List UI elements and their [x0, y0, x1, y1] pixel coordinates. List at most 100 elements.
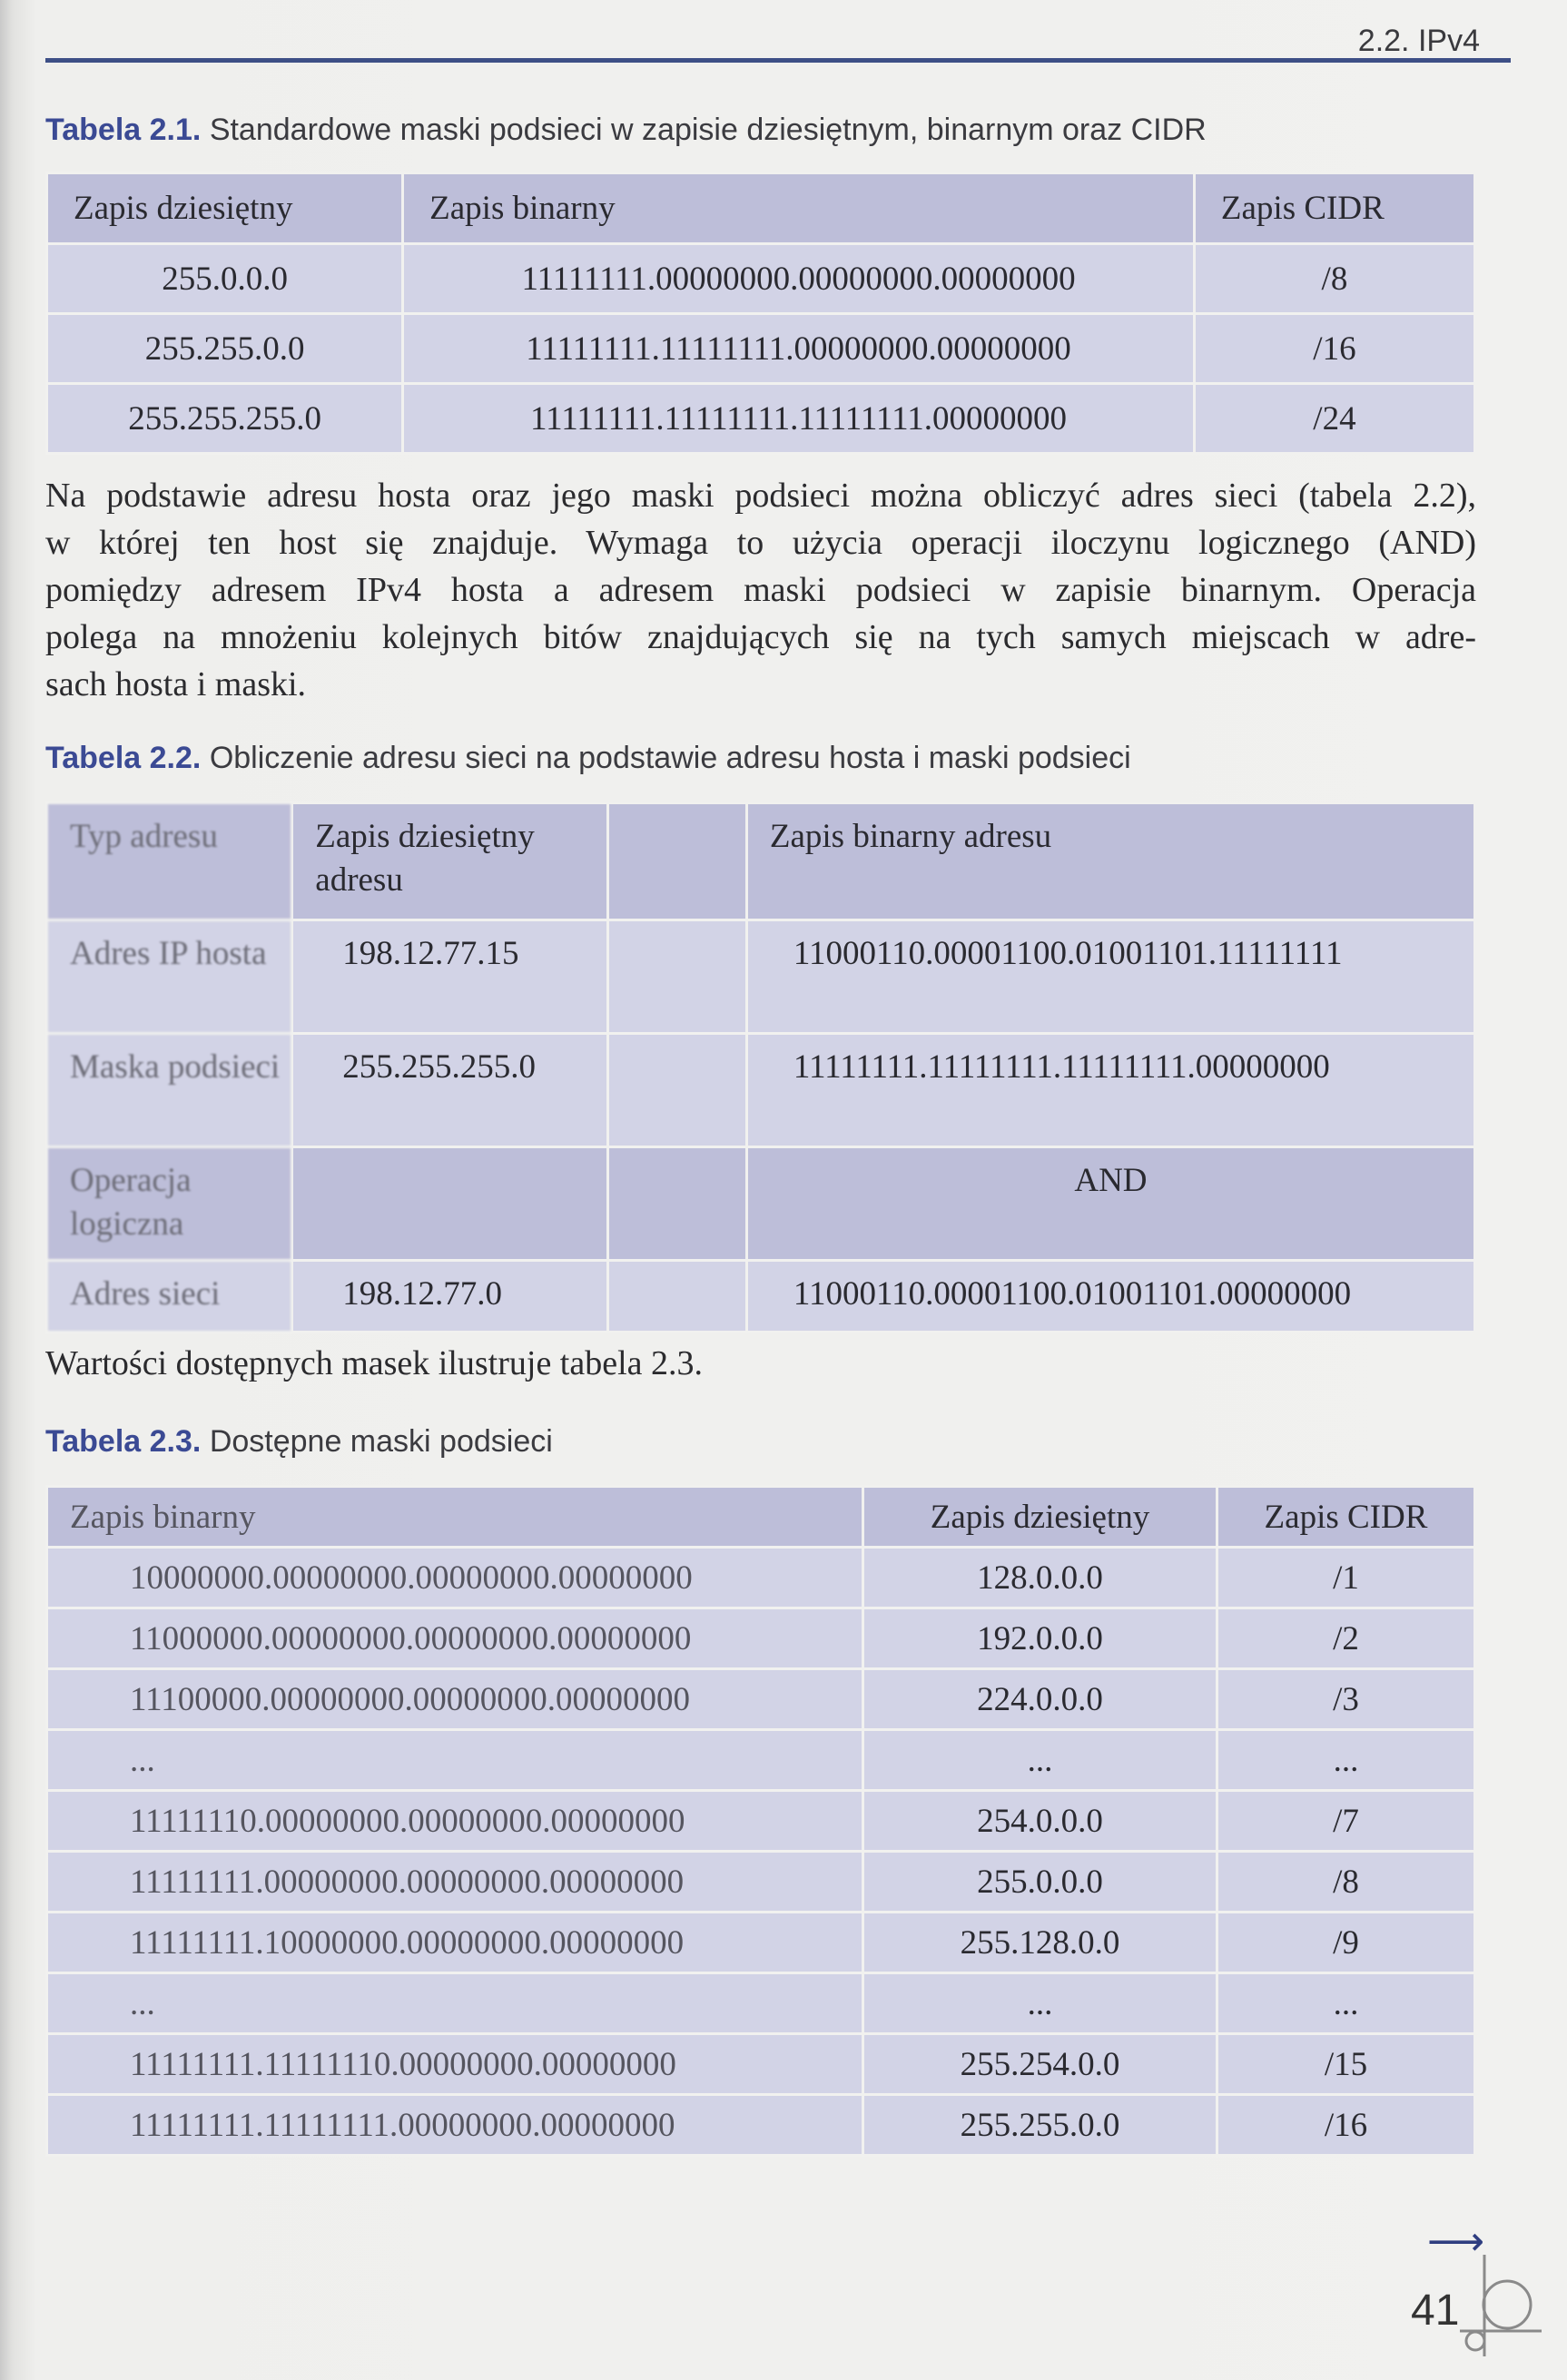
table-cell: 11000000.00000000.00000000.00000000 — [44, 1607, 865, 1670]
paragraph-line: sach hosta i maski. — [45, 665, 307, 703]
column-header: Zapis dziesiętny — [862, 1485, 1218, 1549]
table-cell: /2 — [1215, 1607, 1477, 1670]
table-cell: ... — [862, 1972, 1218, 2035]
table-row: 255.0.0.0 11111111.00000000.00000000.0000… — [44, 242, 1477, 315]
table-row: 11100000.00000000.00000000.00000000 224.0… — [44, 1667, 1477, 1731]
column-header: Zapis binarny — [401, 172, 1196, 245]
page-number: 41 — [1411, 2287, 1460, 2335]
table-row: 11111111.10000000.00000000.00000000 255.1… — [44, 1911, 1477, 1974]
table-cell: Adres IP hosta — [44, 919, 294, 1035]
table-cell: 11100000.00000000.00000000.00000000 — [44, 1667, 865, 1731]
table-cell — [606, 919, 748, 1035]
table-cell: 255.255.255.0 — [291, 1032, 609, 1148]
table-cell: /24 — [1192, 382, 1477, 455]
table-cell: /7 — [1215, 1789, 1477, 1853]
caption-label: Tabela 2.2. — [45, 741, 202, 775]
column-header: Typ adresu — [44, 802, 294, 921]
table-cell: /1 — [1215, 1546, 1477, 1609]
header-rule — [45, 58, 1511, 63]
paragraph-line: Na podstawie adresu hosta oraz jego mask… — [45, 477, 1476, 515]
table-cell: 11111111.10000000.00000000.00000000 — [44, 1911, 865, 1974]
paragraph-line: w której ten host się znajduje. Wymaga t… — [45, 524, 1476, 562]
table-cell: Adres sieci — [44, 1259, 294, 1333]
table-cell: ... — [1215, 1728, 1477, 1792]
table-row: Adres IP hosta 198.12.77.15 11000110.00001… — [44, 919, 1477, 1035]
column-header: Zapis CIDR — [1215, 1485, 1477, 1549]
table-cell: 11111111.11111111.11111111.00000000 — [401, 382, 1196, 455]
paragraph-line: pomiędzy adresem IPv4 hosta a adresem ma… — [45, 571, 1476, 609]
table-cell: 11111111.11111111.00000000.00000000 — [44, 2093, 865, 2157]
table-cell: 11000110.00001100.01001101.00000000 — [744, 1259, 1477, 1333]
caption-text: Dostępne maski podsieci — [209, 1424, 553, 1459]
table-cell: ... — [44, 1728, 865, 1792]
table-row: 11111111.11111111.00000000.00000000 255.2… — [44, 2093, 1477, 2157]
table-cell: 128.0.0.0 — [862, 1546, 1218, 1609]
table-row: 11111110.00000000.00000000.00000000 254.0… — [44, 1789, 1477, 1853]
column-header: Zapis binarny — [44, 1485, 865, 1549]
table-cell: 192.0.0.0 — [862, 1607, 1218, 1670]
table-row: 11111111.00000000.00000000.00000000 255.0… — [44, 1850, 1477, 1913]
table-cell: 11111111.00000000.00000000.00000000 — [44, 1850, 865, 1913]
table-cell — [606, 1146, 748, 1262]
table-available-masks: Zapis binarny Zapis dziesiętny Zapis CIDR 1… — [44, 1485, 1477, 2157]
table-cell: 224.0.0.0 — [862, 1667, 1218, 1731]
table-header-row: Zapis dziesiętny Zapis binarny Zapis CIDR — [44, 172, 1477, 245]
closing-text: Wartości dostępnych masek ilustruje tabe… — [45, 1344, 704, 1382]
table-cell: /15 — [1215, 2032, 1477, 2096]
table-row: 10000000.00000000.00000000.00000000 128.0… — [44, 1546, 1477, 1609]
table-cell: 255.255.255.0 — [44, 382, 405, 455]
table-row: ......... — [44, 1972, 1477, 2035]
table-header-row: Typ adresu Zapis dziesiętny adresu Zapis b… — [44, 802, 1477, 921]
table-cell: 255.0.0.0 — [44, 242, 405, 315]
table-cell: ... — [862, 1728, 1218, 1792]
table-cell: ... — [44, 1972, 865, 2035]
table-network-address: Typ adresu Zapis dziesiętny adresu Zapis b… — [44, 802, 1477, 1333]
table-cell: /16 — [1192, 312, 1477, 385]
table-cell: 255.255.0.0 — [44, 312, 405, 385]
table3-caption: Tabela 2.3. Dostępne maski podsieci — [45, 1424, 553, 1460]
table-row: 255.255.0.0 11111111.11111111.00000000.00… — [44, 312, 1477, 385]
table-cell: /8 — [1192, 242, 1477, 315]
table-cell: 11111111.11111110.00000000.00000000 — [44, 2032, 865, 2096]
table-row: Maska podsieci 255.255.255.0 11111111.1111… — [44, 1032, 1477, 1148]
column-header: Zapis CIDR — [1192, 172, 1477, 245]
table-cell: /3 — [1215, 1667, 1477, 1731]
table-cell — [291, 1146, 609, 1262]
body-paragraph: Na podstawie adresu hosta oraz jego mask… — [45, 472, 1476, 708]
running-head: 2.2. IPv4 — [1357, 24, 1480, 58]
table-row: 255.255.255.0 11111111.11111111.11111111.… — [44, 382, 1477, 455]
table-cell: 11111111.11111111.00000000.00000000 — [401, 312, 1196, 385]
table-standard-masks: Zapis dziesiętny Zapis binarny Zapis CIDR 2… — [44, 172, 1477, 455]
table-cell: Maska podsieci — [44, 1032, 294, 1148]
table-cell: 10000000.00000000.00000000.00000000 — [44, 1546, 865, 1609]
table-cell — [606, 1032, 748, 1148]
table-cell: 255.254.0.0 — [862, 2032, 1218, 2096]
caption-label: Tabela 2.3. — [45, 1424, 202, 1459]
table-cell: ... — [1215, 1972, 1477, 2035]
table-row: ......... — [44, 1728, 1477, 1792]
table-cell: 254.0.0.0 — [862, 1789, 1218, 1853]
caption-label: Tabela 2.1. — [45, 113, 202, 147]
table-cell: 198.12.77.15 — [291, 919, 609, 1035]
table-cell: 11000110.00001100.01001101.11111111 — [744, 919, 1477, 1035]
table-cell: /8 — [1215, 1850, 1477, 1913]
caption-text: Obliczenie adresu sieci na podstawie adr… — [209, 741, 1131, 775]
table-cell: AND — [744, 1146, 1477, 1262]
table-cell: 255.0.0.0 — [862, 1850, 1218, 1913]
paragraph-line: polega na mnożeniu kolejnych bitów znajd… — [45, 618, 1476, 656]
table-cell: 11111111.11111111.11111111.00000000 — [744, 1032, 1477, 1148]
column-header: Zapis dziesiętny — [44, 172, 405, 245]
table-cell — [606, 1259, 748, 1333]
table-cell: /16 — [1215, 2093, 1477, 2157]
table-cell: 198.12.77.0 — [291, 1259, 609, 1333]
table-cell: 255.128.0.0 — [862, 1911, 1218, 1974]
table-row: 11111111.11111110.00000000.00000000 255.2… — [44, 2032, 1477, 2096]
column-header — [606, 802, 748, 921]
caption-text: Standardowe maski podsieci w zapisie dzi… — [209, 113, 1207, 147]
table-row: 11000000.00000000.00000000.00000000 192.0… — [44, 1607, 1477, 1670]
table-row: Operacja logiczna AND — [44, 1146, 1477, 1262]
table1-caption: Tabela 2.1. Standardowe maski podsieci w… — [45, 113, 1207, 148]
table-header-row: Zapis binarny Zapis dziesiętny Zapis CIDR — [44, 1485, 1477, 1549]
table-cell: Operacja logiczna — [44, 1146, 294, 1262]
table-cell: 255.255.0.0 — [862, 2093, 1218, 2157]
